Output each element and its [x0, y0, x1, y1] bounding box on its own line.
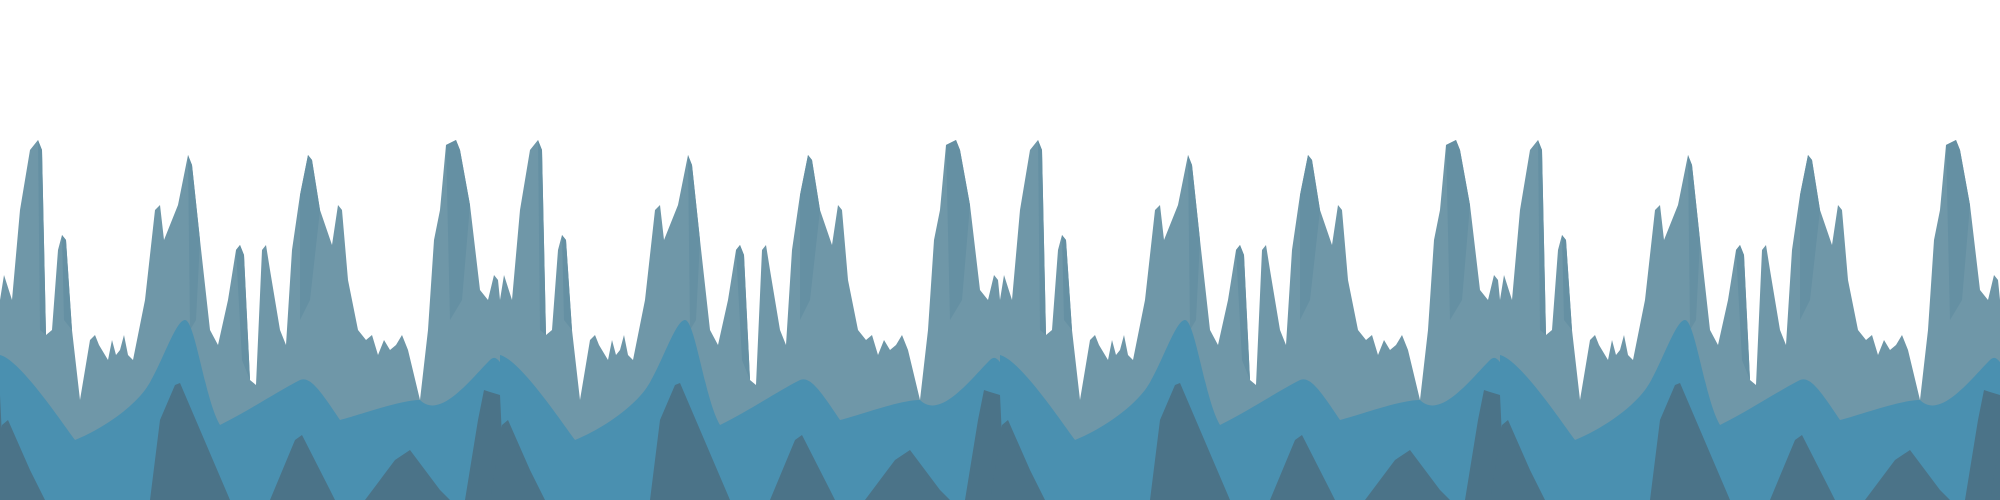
back-peak-shade — [300, 155, 320, 320]
back-peak-shade — [446, 140, 470, 320]
middle-hills-segment — [500, 320, 1000, 500]
back-peak-shade — [1446, 140, 1470, 320]
back-peaks-shade-layer — [38, 140, 1970, 380]
front-peak — [990, 420, 1045, 500]
back-peak-shade — [538, 140, 546, 335]
front-peak — [150, 383, 230, 500]
front-peak — [770, 435, 835, 500]
back-peak-shade — [1800, 155, 1820, 320]
back-peak-shade — [188, 155, 200, 330]
back-peak-shade — [1562, 235, 1572, 330]
back-peak-shade — [1736, 245, 1750, 380]
middle-hills-layer — [0, 320, 2000, 500]
back-peak-shade — [1062, 235, 1072, 330]
back-peak-shade — [1538, 140, 1546, 335]
back-peak-shade — [1236, 245, 1250, 380]
back-peak-shade — [562, 235, 572, 330]
back-peak-shade — [946, 140, 970, 320]
back-peak-shade — [62, 235, 72, 330]
front-peak — [1990, 437, 2000, 500]
middle-hills-segment — [1000, 320, 1500, 500]
front-peak — [490, 420, 545, 500]
back-peak-shade — [800, 155, 820, 320]
front-peak — [650, 383, 730, 500]
front-peak — [1865, 450, 1950, 500]
back-peak-shade — [736, 245, 750, 380]
front-peak — [1365, 450, 1450, 500]
front-peak — [0, 420, 45, 500]
front-peak — [1270, 435, 1335, 500]
front-peak — [365, 450, 450, 500]
front-peak — [865, 450, 950, 500]
middle-hills-segment — [0, 320, 500, 500]
front-peak — [270, 435, 335, 500]
back-peak-shade — [1688, 155, 1700, 330]
middle-hills-segment — [1500, 320, 2000, 500]
back-peak-shade — [688, 155, 700, 330]
back-peak-shade — [1038, 140, 1046, 335]
front-peak — [1770, 435, 1835, 500]
front-peak — [1965, 390, 2000, 500]
front-peak — [1150, 383, 1230, 500]
back-peak-shade — [38, 140, 46, 335]
front-peaks-layer — [0, 383, 2000, 500]
back-peak-shade — [236, 245, 250, 380]
back-peak-shade — [1946, 140, 1970, 320]
back-peak-shade — [1300, 155, 1320, 320]
back-peak-shade — [1188, 155, 1200, 330]
front-peak — [1650, 383, 1730, 500]
front-peak — [1490, 420, 1545, 500]
